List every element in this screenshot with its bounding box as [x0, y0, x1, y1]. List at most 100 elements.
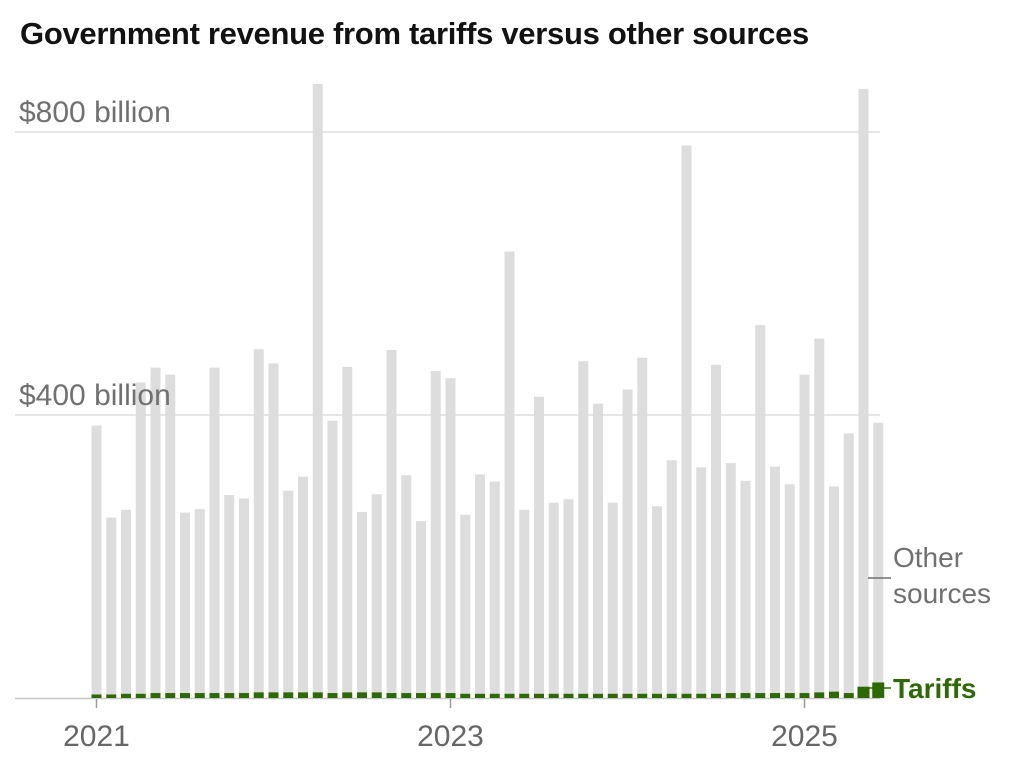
bar-other-sources: [504, 251, 515, 694]
bar-other-sources: [725, 463, 736, 694]
series-label-other-sources: Other: [893, 542, 963, 573]
bar-tariffs: [460, 693, 471, 698]
bar-other-sources: [652, 506, 662, 694]
bar-tariffs: [342, 692, 353, 698]
bar-other-sources: [489, 481, 500, 694]
series-labels: Other sources Tariffs: [868, 542, 991, 704]
x-tick-label: 2025: [771, 720, 838, 753]
bar-tariffs: [268, 692, 279, 698]
series-label-other-sources: sources: [893, 578, 991, 609]
bar-other-sources: [460, 514, 471, 694]
bar-tariffs: [770, 693, 780, 698]
bar-other-sources: [696, 467, 707, 694]
bar-tariffs: [857, 686, 870, 698]
bar-tariffs: [814, 692, 825, 698]
bar-other-sources: [91, 425, 102, 695]
bar-other-sources: [239, 498, 249, 694]
x-tick-label: 2021: [63, 720, 130, 753]
bar-other-sources: [150, 367, 161, 694]
axis-labels: $400 billion $800 billion 2021 2023 2025: [19, 96, 838, 753]
bar-other-sources: [784, 484, 795, 694]
bar-other-sources: [799, 374, 810, 694]
bar-tariffs: [386, 693, 397, 698]
bar-tariffs: [445, 693, 456, 698]
bar-other-sources: [578, 361, 589, 694]
bar-other-sources: [637, 357, 648, 694]
bar-other-sources: [814, 338, 825, 693]
bar-tariffs: [784, 693, 795, 698]
bar-tariffs: [578, 693, 589, 698]
bar-tariffs: [253, 692, 264, 698]
bar-other-sources: [194, 509, 205, 694]
bar-other-sources: [327, 420, 338, 694]
bar-tariffs: [725, 693, 736, 698]
bar-other-sources: [755, 325, 766, 694]
bar-tariffs: [622, 693, 633, 698]
bar-other-sources: [740, 480, 751, 694]
bar-tariffs: [106, 694, 117, 698]
bar-other-sources: [357, 511, 367, 693]
bar-other-sources: [165, 374, 176, 694]
bar-tariffs: [357, 692, 367, 698]
bar-other-sources: [607, 502, 618, 694]
bar-tariffs: [135, 693, 146, 698]
bar-tariffs: [416, 693, 426, 698]
bar-tariffs: [150, 693, 161, 698]
bar-other-sources: [253, 349, 264, 693]
bar-other-sources: [121, 509, 131, 694]
bar-other-sources: [224, 494, 235, 694]
bar-tariffs: [711, 693, 721, 698]
bar-tariffs: [91, 694, 102, 698]
bar-tariffs: [607, 693, 618, 698]
bar-tariffs: [696, 693, 707, 698]
bar-tariffs: [194, 693, 205, 698]
bar-other-sources: [430, 371, 441, 694]
y-tick-label: $800 billion: [19, 96, 171, 129]
bar-tariffs: [312, 692, 323, 698]
bar-tariffs: [548, 693, 559, 698]
bar-other-sources: [843, 433, 854, 694]
bar-tariffs: [829, 691, 839, 698]
bar-tariffs: [283, 692, 294, 698]
chart-title: Government revenue from tariffs versus o…: [20, 16, 809, 51]
bar-other-sources: [209, 367, 220, 694]
bar-other-sources: [475, 474, 485, 694]
bar-other-sources: [534, 396, 544, 694]
bar-tariffs: [121, 693, 131, 698]
bar-tariffs: [799, 693, 810, 698]
bar-tariffs: [504, 693, 515, 698]
bar-other-sources: [106, 517, 117, 695]
bar-other-sources: [312, 83, 323, 693]
bar-tariffs: [534, 693, 544, 698]
bar-tariffs: [239, 693, 249, 698]
bar-other-sources: [283, 490, 294, 693]
bar-tariffs: [180, 693, 190, 698]
bar-other-sources: [386, 349, 397, 694]
bar-tariffs: [371, 692, 382, 698]
bar-other-sources: [711, 364, 721, 694]
bar-other-sources: [180, 512, 190, 694]
bar-other-sources: [622, 389, 633, 694]
x-tick-label: 2023: [417, 720, 484, 753]
bar-tariffs: [209, 693, 220, 698]
bar-tariffs: [224, 693, 235, 698]
bar-tariffs: [327, 693, 338, 698]
bar-other-sources: [666, 460, 677, 694]
bar-other-sources: [298, 476, 308, 693]
bar-tariffs: [401, 693, 412, 698]
bar-tariffs: [652, 693, 662, 698]
bar-tariffs: [666, 693, 677, 698]
y-tick-label: $400 billion: [19, 379, 171, 412]
bar-tariffs: [489, 693, 500, 698]
bar-other-sources: [416, 521, 426, 694]
bar-other-sources: [445, 378, 456, 694]
bar-other-sources: [548, 502, 559, 694]
bar-tariffs: [755, 693, 766, 698]
bar-tariffs: [475, 693, 485, 698]
bar-other-sources: [342, 366, 353, 693]
bar-tariffs: [519, 693, 530, 698]
bar-tariffs: [563, 693, 574, 698]
bar-tariffs: [872, 682, 885, 698]
bar-tariffs: [681, 693, 692, 698]
